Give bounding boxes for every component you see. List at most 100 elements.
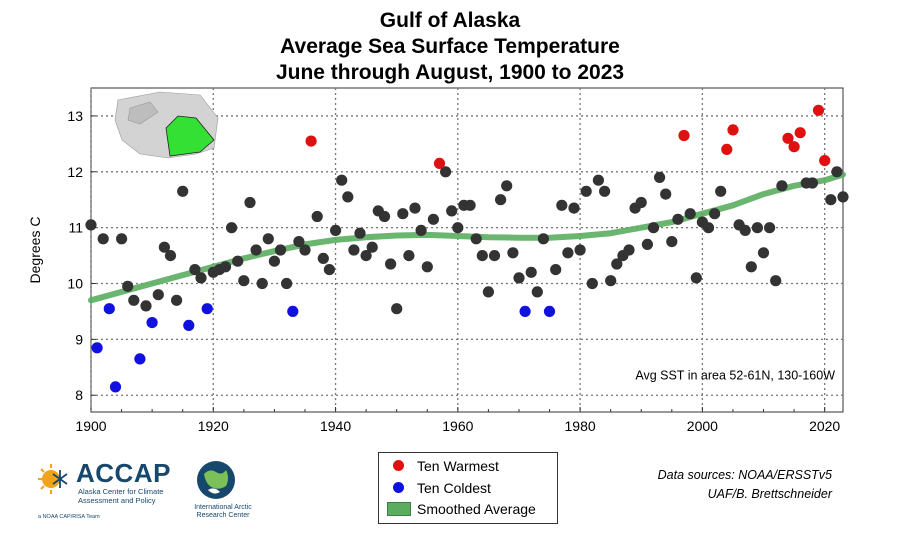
data-point [501,180,513,192]
data-point [495,194,507,206]
map-alaska [127,101,159,125]
data-point [770,275,782,287]
legend-red-dot [393,460,404,471]
accap-bar-text: a NOAA CAP/RISA Team [38,514,100,520]
data-point [171,294,183,306]
coldest-point [287,305,299,317]
data-point [311,210,323,223]
data-point [440,166,452,178]
accap-logo: ACCAP Alaska Center for Climate Assessme… [30,456,180,526]
data-point [189,264,201,276]
data-point [274,244,287,256]
data-point [281,277,293,290]
warmest-point [678,129,690,142]
data-point [128,294,140,306]
data-point [403,250,415,262]
data-point [268,255,280,267]
data-point [745,261,757,273]
accap-subtitle: Alaska Center for Climate Assessment and… [78,487,164,505]
data-point [226,222,238,234]
warmest-point [819,155,831,167]
data-point [611,258,623,270]
data-point [262,233,274,245]
warmest-point [794,127,806,139]
data-point [97,233,109,245]
warmest-point [721,143,733,155]
data-point [556,199,568,211]
data-point [391,303,403,315]
data-point [635,196,647,209]
chart-title-line3: June through August, 1900 to 2023 [275,61,625,84]
data-point [690,272,702,284]
data-point [219,261,232,273]
y-tick-label: 11 [68,220,83,236]
data-point [342,191,354,203]
map-gulf-region [165,115,215,157]
data-point [85,219,97,231]
data-point [446,205,458,217]
data-point [525,266,537,278]
data-point [531,286,543,298]
data-point [158,241,170,253]
data-point [806,177,819,189]
data-point [605,275,617,287]
chart-svg: 8 9 10 11 12 13 1900 1920 1940 1960 1980 2000 2020 A… [27,87,849,434]
y-tick-label: 12 [67,164,83,180]
data-point [256,277,268,290]
x-tick-label: 1900 [75,418,106,434]
data-point [122,280,134,292]
data-point [684,208,696,220]
data-point [397,208,409,220]
data-point [348,244,360,256]
data-point [366,241,378,253]
data-point [647,222,660,234]
data-point [537,233,550,245]
data-point [550,264,562,276]
coldest-point [103,303,115,315]
data-point [513,272,525,284]
data-point [360,250,372,262]
data-point [654,171,666,183]
data-point [293,236,305,248]
data-point [409,202,421,214]
chart-title-line2: Average Sea Surface Temperature [280,35,620,58]
axes: 8 9 10 11 12 13 1900 1920 1940 1960 1980 2000 2020 [67,108,840,434]
data-point [116,233,128,245]
iarc-globe-icon [197,461,235,499]
data-point [825,194,837,206]
data-point [470,233,482,245]
x-tick-label: 1980 [565,418,596,434]
data-point [574,244,586,256]
data-point [488,250,501,262]
warmest-point [788,141,800,153]
data-point [177,185,189,197]
data-point [666,236,678,248]
data-point [580,185,592,197]
data-point [641,238,654,250]
data-point [702,222,715,234]
y-tick-label: 9 [75,331,83,347]
data-point [562,247,574,259]
data-point [164,250,177,262]
data-point [378,210,391,223]
legend-green-swatch [387,502,411,516]
legend: Ten Warmest Ten Coldest Smoothed Average [378,452,558,524]
data-point [354,227,366,239]
iarc-logo: International Arctic Research Center [188,458,258,528]
data-point [757,247,770,259]
data-points [85,104,849,393]
data-point [385,258,397,270]
data-point [299,244,311,256]
legend-label-warmest: Ten Warmest [417,458,499,474]
data-point [568,202,580,214]
data-point [739,224,751,236]
data-point [250,244,262,256]
data-point [586,277,598,290]
data-point [317,252,329,264]
data-point [751,222,764,234]
data-point [623,244,635,256]
x-tick-label: 1960 [442,418,473,434]
y-axis-label: Degrees C [27,217,43,284]
data-point [476,250,488,262]
x-tick-label: 2020 [809,418,840,434]
